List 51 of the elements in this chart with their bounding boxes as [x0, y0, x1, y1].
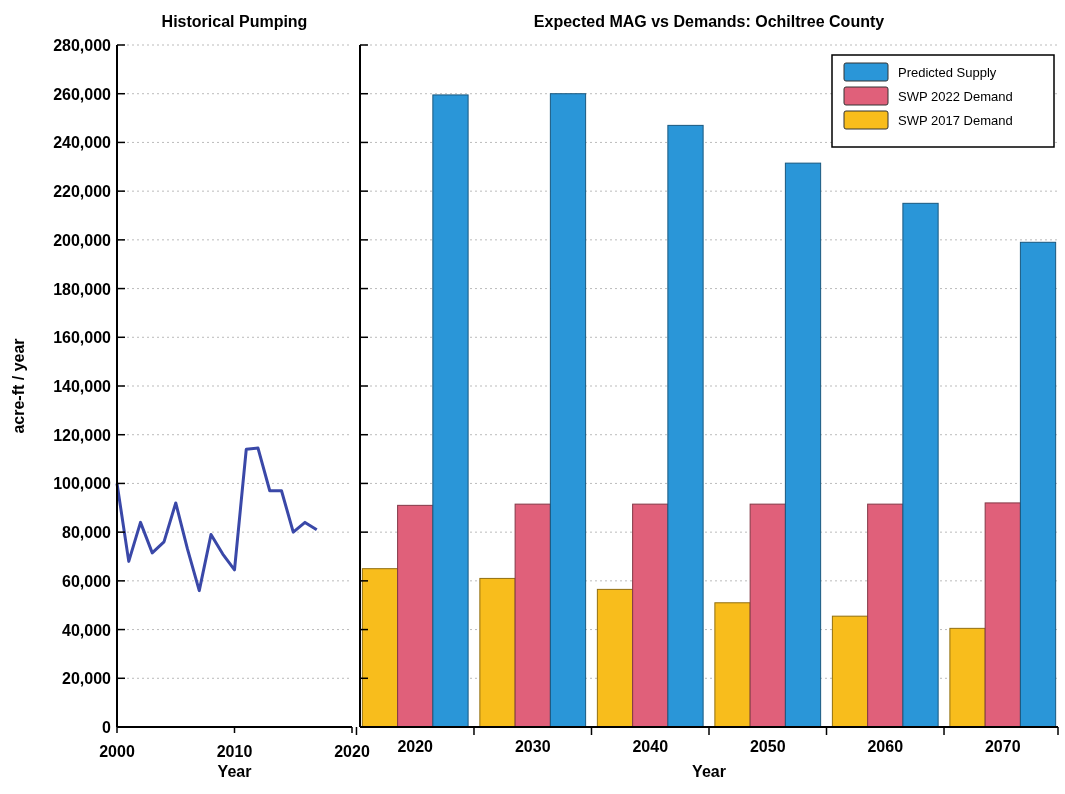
x-tick-label: 2060	[867, 738, 904, 755]
chart-title: Expected MAG vs Demands: Ochiltree County	[533, 13, 885, 30]
y-tick-label: 240,000	[53, 134, 112, 152]
x-tick-label: 2050	[749, 738, 786, 755]
bar	[1019, 241, 1057, 728]
y-tick-label: 220,000	[53, 183, 112, 201]
bar	[397, 504, 434, 728]
y-tick-label: 160,000	[53, 329, 112, 347]
y-tick-label: 0	[102, 719, 112, 736]
bar	[514, 503, 551, 728]
bar	[667, 124, 704, 728]
bar	[867, 503, 904, 728]
y-tick-label: 20,000	[62, 670, 112, 688]
bar	[902, 202, 939, 728]
x-tick-label: 2000	[99, 743, 135, 760]
legend-label: SWP 2017 Demand	[898, 113, 1013, 128]
bar	[749, 503, 786, 728]
y-tick-label: 200,000	[53, 231, 112, 249]
y-tick-label: 180,000	[53, 280, 112, 298]
legend-label: SWP 2022 Demand	[898, 89, 1013, 104]
y-tick-label: 80,000	[62, 524, 112, 542]
bar	[632, 503, 669, 728]
bar	[549, 93, 587, 728]
bar	[984, 502, 1021, 728]
bar	[784, 162, 822, 728]
x-axis-title: Year	[217, 763, 252, 780]
y-axis-title: acre-ft / year	[10, 338, 27, 434]
y-tick-label: 100,000	[53, 475, 112, 493]
y-tick-label: 60,000	[62, 572, 112, 590]
x-axis-title: Year	[692, 763, 726, 780]
bar	[361, 568, 399, 728]
bar	[596, 588, 634, 728]
x-tick-label: 2020	[334, 743, 370, 760]
bar	[479, 577, 516, 728]
y-tick-label: 120,000	[53, 426, 112, 444]
legend-label: Predicted Supply	[898, 65, 997, 80]
x-tick-label: 2010	[216, 743, 253, 760]
x-tick-label: 2070	[984, 738, 1021, 755]
x-tick-label: 2040	[632, 738, 669, 755]
y-tick-label: 140,000	[53, 378, 112, 395]
bar	[432, 94, 469, 728]
x-tick-label: 2030	[514, 738, 551, 755]
chart-title: Historical Pumping	[161, 13, 308, 30]
line-series	[115, 446, 319, 593]
y-tick-label: 260,000	[53, 85, 112, 103]
x-tick-label: 2020	[397, 738, 434, 755]
bar	[714, 602, 751, 728]
y-tick-label: 280,000	[53, 37, 112, 54]
bar	[831, 615, 869, 728]
y-tick-label: 40,000	[62, 621, 112, 639]
bar	[949, 627, 986, 728]
